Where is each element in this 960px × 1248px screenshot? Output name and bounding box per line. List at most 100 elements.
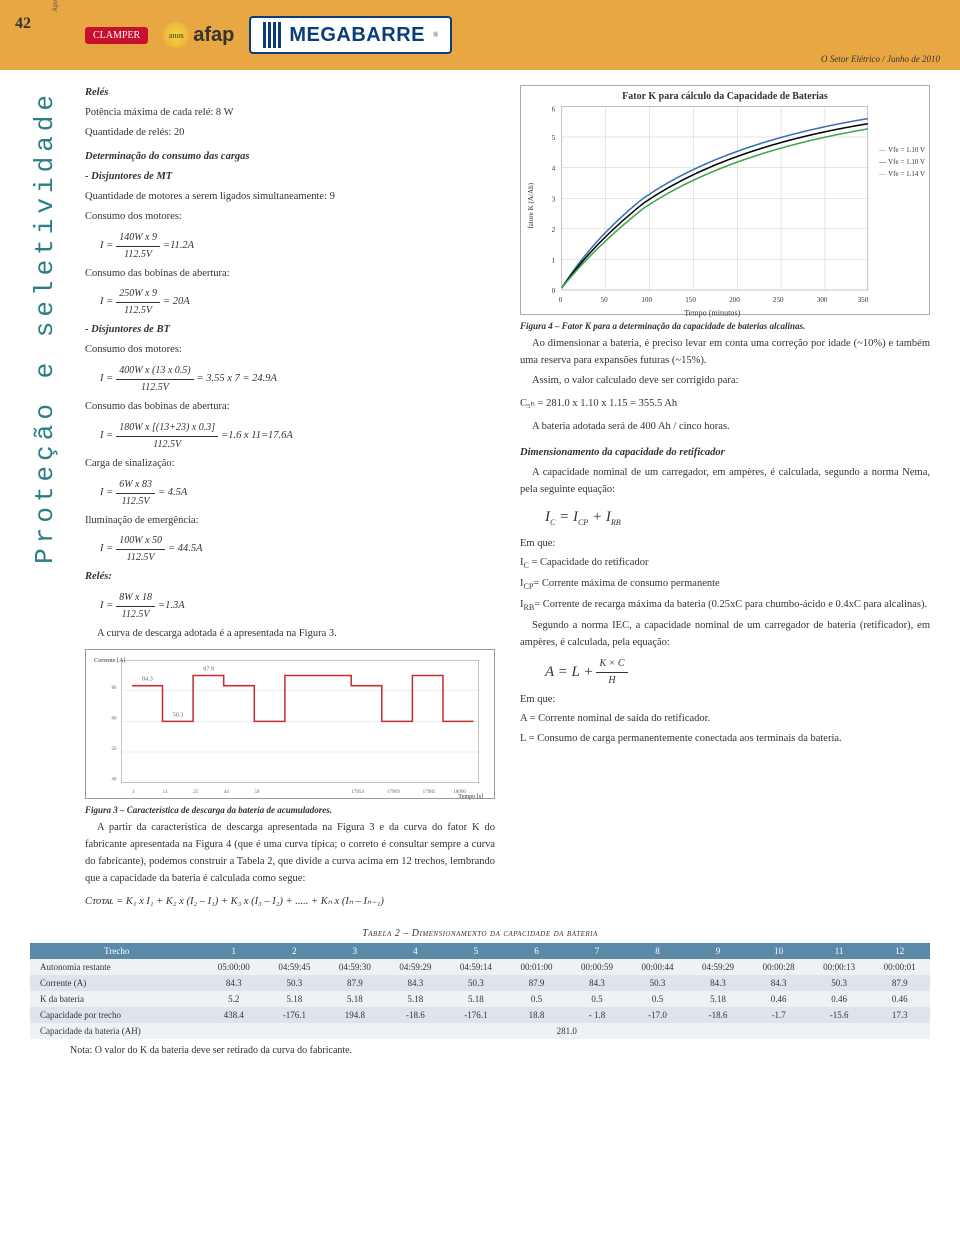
text-line: ICP= Corrente máxima de consumo permanen… <box>520 576 930 594</box>
table-cell: 00:00:13 <box>809 959 870 975</box>
table-cell: 84.3 <box>204 975 265 991</box>
table-cell: 84.3 <box>567 975 628 991</box>
svg-text:17985: 17985 <box>423 789 436 795</box>
text-line: Quantidade de motores a serem ligados si… <box>85 189 495 206</box>
svg-text:3: 3 <box>552 195 556 203</box>
svg-text:0: 0 <box>559 296 563 304</box>
table-row: Capacidade por trecho438.4-176.1194.8-18… <box>30 1007 930 1023</box>
svg-text:87.9: 87.9 <box>203 666 214 672</box>
table-note: Nota: O valor do K da bateria deve ser r… <box>70 1045 930 1056</box>
table-cell: 04:59:29 <box>385 959 446 975</box>
table-cell: 50.3 <box>809 975 870 991</box>
table-cell: 5.18 <box>688 991 749 1007</box>
text-line: Consumo dos motores: <box>85 342 495 359</box>
table-cell: 04:59:30 <box>325 959 386 975</box>
table-cell: K da bateria <box>30 991 204 1007</box>
table-header-cell: Trecho <box>30 943 204 959</box>
page-header: 42 Apoio CLAMPER anos afap MEGABARRE ® O… <box>0 0 960 70</box>
table-header-cell: 3 <box>325 943 386 959</box>
svg-text:50: 50 <box>112 746 118 752</box>
table-header-cell: 10 <box>748 943 809 959</box>
table-cell: Autonomia restante <box>30 959 204 975</box>
right-column: Fator K para cálculo da Capacidade de Ba… <box>520 85 930 913</box>
clamper-logo: CLAMPER <box>85 27 148 44</box>
ctotal-formula: Cᴛᴏᴛᴀʟ = K₁ x I₁ + K₂ x (I₂ – I₁) + K₃ x… <box>85 894 495 911</box>
formula-4: I =180W x [(13+23) x 0.3]112.5V=1.6 x 11… <box>100 420 495 453</box>
section-side-label: Proteção e seletividade <box>30 90 60 564</box>
text-line: A = Corrente nominal de saída do retific… <box>520 711 930 728</box>
table-cell: Capacidade por trecho <box>30 1007 204 1023</box>
legend-item: Vfe = 1.14 V <box>879 170 925 179</box>
svg-text:5: 5 <box>552 134 556 142</box>
formula-1: I =140W x 9112.5V=11.2A <box>100 230 495 263</box>
text-line: Carga de sinalização: <box>85 456 495 473</box>
afap-badge-icon: anos <box>163 22 189 48</box>
sponsor-label: Apoio <box>51 0 59 12</box>
table-cell: - 1.8 <box>567 1007 628 1023</box>
table-cell: -176.1 <box>264 1007 325 1023</box>
svg-text:fatore K (A/Ah): fatore K (A/Ah) <box>527 182 535 229</box>
svg-text:84.3: 84.3 <box>142 677 153 683</box>
table-cell: 0.46 <box>809 991 870 1007</box>
table-cell: 5.18 <box>264 991 325 1007</box>
table-cell: 50.3 <box>627 975 688 991</box>
svg-text:1: 1 <box>132 789 135 795</box>
body-paragraph: Assim, o valor calculado deve ser corrig… <box>520 373 930 390</box>
disj-mt: - Disjuntores de MT <box>85 169 495 186</box>
fig4-caption: Figura 4 – Fator K para a determinação d… <box>520 319 930 333</box>
table-cell: 0.46 <box>748 991 809 1007</box>
formula-3: I =400W x (13 x 0.5)112.5V= 3.55 x 7 = 2… <box>100 363 495 396</box>
table-cell: 87.9 <box>869 975 930 991</box>
text-line: Consumo dos motores: <box>85 209 495 226</box>
table-cell: -1.7 <box>748 1007 809 1023</box>
text-line: Em que: <box>520 692 930 709</box>
table-row: K da bateria5.25.185.185.185.180.50.50.5… <box>30 991 930 1007</box>
ic-formula: IC = ICP + IRB <box>545 505 930 530</box>
body-paragraph: A bateria adotada será de 400 Ah / cinco… <box>520 419 930 436</box>
text-line: Potência máxima de cada relé: 8 W <box>85 105 495 122</box>
k-chart-legend: Vfe = 1.10 V Vfe = 1.10 V Vfe = 1.14 V <box>879 146 925 182</box>
table-cell: 00:00:59 <box>567 959 628 975</box>
svg-text:150: 150 <box>685 296 696 304</box>
det-heading: Determinação do consumo das cargas <box>85 149 495 166</box>
table-cell: 84.3 <box>688 975 749 991</box>
disj-bt: - Disjuntores de BT <box>85 322 495 339</box>
table-cell: 438.4 <box>204 1007 265 1023</box>
table-cell: Capacidade da bateria (AH) <box>30 1023 204 1039</box>
megabarre-logo: MEGABARRE ® <box>249 16 452 54</box>
table-cell: 0.5 <box>506 991 567 1007</box>
body-paragraph: Ao dimensionar a bateria, é preciso leva… <box>520 336 930 370</box>
svg-text:2: 2 <box>552 226 556 234</box>
svg-text:Corrente [A]: Corrente [A] <box>94 658 125 664</box>
megabarre-text: MEGABARRE <box>289 24 425 47</box>
table-cell: 84.3 <box>748 975 809 991</box>
ret-heading: Dimensionamento da capacidade do retific… <box>520 445 930 462</box>
svg-text:25: 25 <box>193 789 199 795</box>
table-cell: 0.5 <box>567 991 628 1007</box>
svg-text:0: 0 <box>552 287 556 295</box>
table-cell: 00:00:44 <box>627 959 688 975</box>
table-cell: 5.18 <box>325 991 386 1007</box>
table-cell: 04:59:14 <box>446 959 507 975</box>
text-line: Consumo das bobinas de abertura: <box>85 266 495 283</box>
svg-text:Tempo (minutos): Tempo (minutos) <box>684 308 740 317</box>
table-cell: 00:01:00 <box>506 959 567 975</box>
svg-text:80: 80 <box>112 685 118 691</box>
table-cell: -17.0 <box>627 1007 688 1023</box>
table-cell: 04:59:45 <box>264 959 325 975</box>
table-header-cell: 12 <box>869 943 930 959</box>
afap-logo: anos afap <box>163 22 234 48</box>
table-header-cell: 6 <box>506 943 567 959</box>
table-cell: 84.3 <box>385 975 446 991</box>
table-cell: 5.2 <box>204 991 265 1007</box>
text-line: Em que: <box>520 536 930 553</box>
table-cell: 5.18 <box>446 991 507 1007</box>
svg-text:4: 4 <box>552 165 556 173</box>
reg-mark: ® <box>433 31 438 39</box>
text-line: Consumo das bobinas de abertura: <box>85 399 495 416</box>
dimension-table: Trecho123456789101112 Autonomia restante… <box>30 943 930 1039</box>
text-line: A curva de descarga adotada é a apresent… <box>85 626 495 643</box>
body-paragraph: Segundo a norma IEC, a capacidade nomina… <box>520 618 930 652</box>
table-cell: 17.3 <box>869 1007 930 1023</box>
table-cell: 87.9 <box>325 975 386 991</box>
